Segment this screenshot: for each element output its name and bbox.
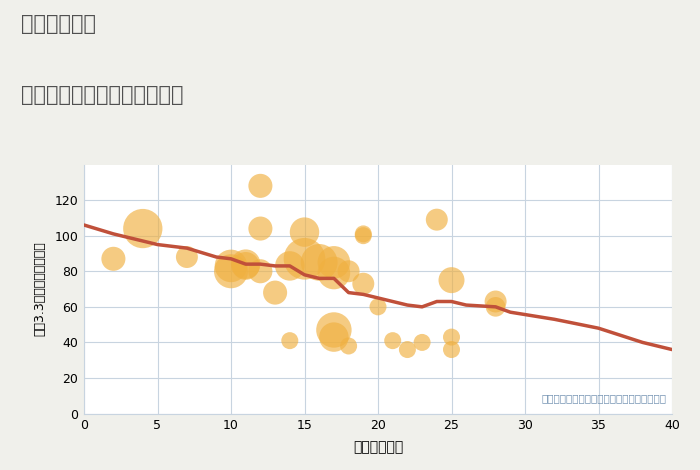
Point [299, 255, 310, 263]
Point [446, 346, 457, 353]
Point [343, 342, 354, 350]
Point [358, 232, 369, 239]
Point [328, 258, 339, 266]
Point [328, 326, 339, 334]
Point [490, 303, 501, 311]
Point [328, 269, 339, 277]
Point [358, 230, 369, 238]
Text: 築年数別中古マンション価格: 築年数別中古マンション価格 [21, 85, 183, 105]
Point [446, 276, 457, 284]
Point [402, 346, 413, 353]
Point [284, 262, 295, 270]
Point [416, 339, 428, 346]
Point [387, 337, 398, 345]
Point [314, 258, 325, 266]
Point [446, 333, 457, 341]
Point [240, 262, 251, 270]
Point [108, 255, 119, 263]
Point [372, 303, 384, 311]
Point [490, 298, 501, 306]
Point [431, 216, 442, 223]
Point [328, 333, 339, 341]
Point [137, 225, 148, 232]
Point [240, 260, 251, 268]
Point [225, 262, 237, 270]
Text: 円の大きさは、取引のあった物件面積を示す: 円の大きさは、取引のあった物件面積を示す [541, 394, 666, 404]
Point [225, 267, 237, 275]
Y-axis label: 坪（3.3㎡）単価（万円）: 坪（3.3㎡）単価（万円） [33, 242, 46, 337]
Point [255, 225, 266, 232]
Point [255, 182, 266, 189]
X-axis label: 築年数（年）: 築年数（年） [353, 440, 403, 454]
Point [284, 337, 295, 345]
Point [299, 228, 310, 236]
Text: 千葉県秋山駅: 千葉県秋山駅 [21, 14, 96, 34]
Point [270, 289, 281, 297]
Point [358, 280, 369, 288]
Point [181, 253, 193, 261]
Point [255, 267, 266, 275]
Point [343, 267, 354, 275]
